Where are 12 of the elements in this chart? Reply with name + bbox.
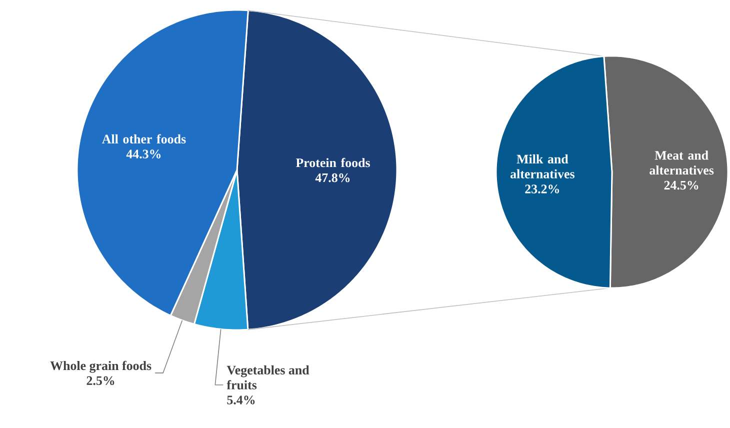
slice-label: Whole grain foods xyxy=(50,360,152,373)
slice-label: Vegetables and fruits xyxy=(226,365,310,390)
data-label: 24.5% xyxy=(664,180,698,190)
data-label: 5.4% xyxy=(227,396,255,404)
data-label: 44.3% xyxy=(126,150,161,158)
data-label: 23.2% xyxy=(525,184,560,194)
slice-label: Milk and alternatives xyxy=(510,154,574,178)
slice-label: Protein foods xyxy=(296,158,370,168)
slice-label: Meat and alternatives xyxy=(650,150,714,175)
data-label: 47.8% xyxy=(315,173,350,182)
data-label: 2.5% xyxy=(86,376,114,386)
slice-label: All other foods xyxy=(102,134,186,144)
